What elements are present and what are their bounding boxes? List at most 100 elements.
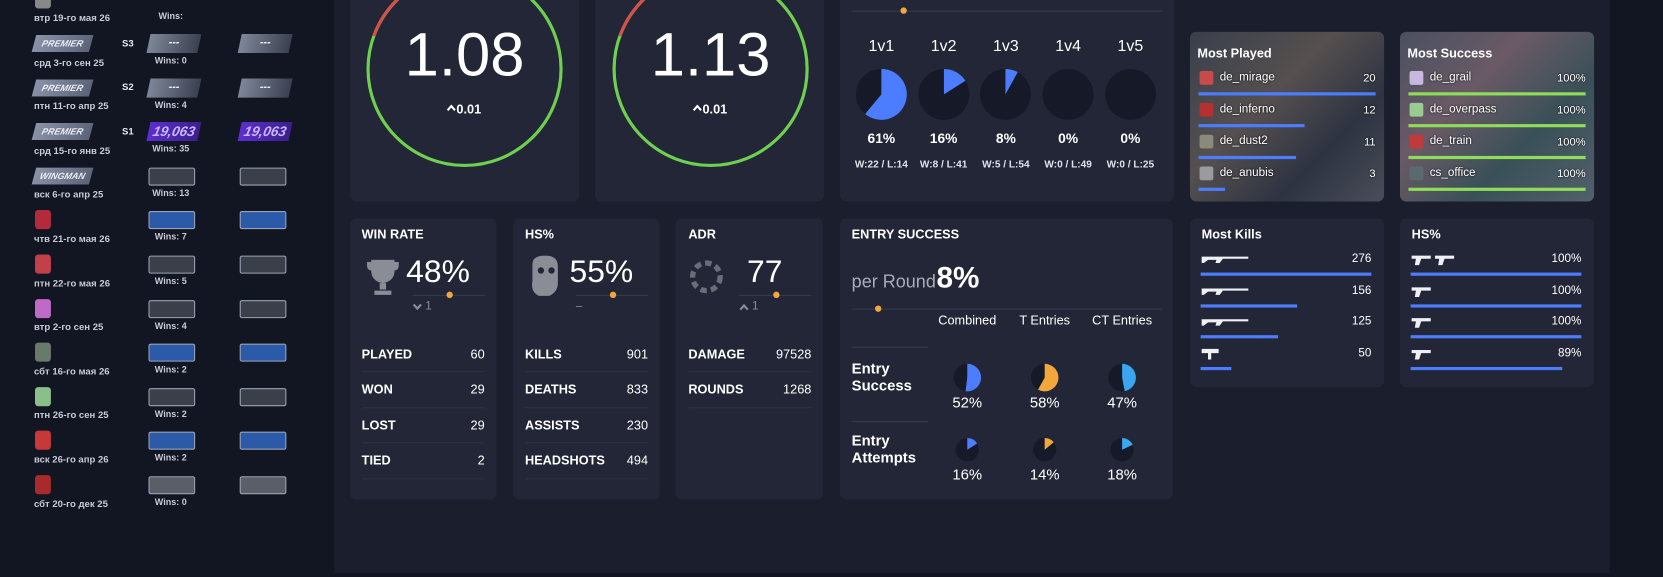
season-badge: PREMIER xyxy=(31,79,94,97)
weapon xyxy=(1201,256,1249,264)
card-title: WIN RATE xyxy=(361,226,424,242)
bar xyxy=(1410,272,1582,276)
rating-value: 1.13 xyxy=(650,20,771,90)
panel-title: Most Played xyxy=(1197,45,1272,61)
weapon-value: 89% xyxy=(1557,346,1582,360)
season-icon xyxy=(34,298,51,318)
rank-box: --- xyxy=(237,33,293,54)
clutch-percent: 16% xyxy=(929,130,958,147)
season-date: птн 11-го апр 25 xyxy=(33,100,109,112)
bar xyxy=(1408,187,1586,191)
rank-icon xyxy=(239,476,287,495)
stat-label: ROUNDS xyxy=(688,382,744,397)
weapon-icon xyxy=(1411,255,1455,266)
season-date: втр 19-го мая 26 xyxy=(33,12,111,24)
pie-slice xyxy=(1122,438,1133,450)
map-name: de_dust2 xyxy=(1219,135,1268,148)
clutch-label: 1v2 xyxy=(930,37,957,56)
pie xyxy=(918,68,970,120)
stat-label: KILLS xyxy=(524,346,562,362)
stat-value: 2 xyxy=(477,453,485,469)
stat-value: 833 xyxy=(626,382,649,397)
stat-icon xyxy=(531,255,558,296)
rank-icon xyxy=(239,387,287,406)
weapon-value: 276 xyxy=(1351,252,1372,266)
pie-slice xyxy=(865,68,907,120)
rank-icon xyxy=(148,255,196,274)
rank-box: --- xyxy=(146,33,202,54)
pie-slice xyxy=(965,363,982,392)
bar xyxy=(1200,335,1278,339)
bar xyxy=(1408,124,1586,128)
pie-slice xyxy=(1044,438,1054,450)
arrow-icon xyxy=(412,303,422,311)
season-wins: Wins: 0 xyxy=(154,55,187,66)
bar xyxy=(1410,335,1582,339)
season-wins: Wins: 2 xyxy=(154,452,187,463)
stat-value: 29 xyxy=(470,417,485,433)
trophy xyxy=(366,259,399,295)
pie xyxy=(1033,438,1057,462)
column-header: CT Entries xyxy=(1092,312,1153,328)
pie-slice xyxy=(943,68,966,95)
season-wins: Wins: 5 xyxy=(154,275,187,287)
row-divider xyxy=(361,442,485,444)
stat-value: 494 xyxy=(626,453,649,469)
season-wins: Wins: 4 xyxy=(154,319,187,331)
weapon xyxy=(1201,287,1249,295)
panel-title: Most Kills xyxy=(1201,226,1262,242)
card-value: 55% xyxy=(569,254,634,290)
pie-background xyxy=(1042,68,1094,120)
map-name: de_inferno xyxy=(1219,103,1275,117)
map-icon xyxy=(1199,71,1214,85)
stat-label: TIED xyxy=(361,453,391,469)
rank-icon xyxy=(239,432,287,451)
arrow xyxy=(692,104,702,112)
bar xyxy=(1200,272,1372,276)
card-title: HS% xyxy=(524,226,554,242)
map-value: 100% xyxy=(1557,71,1586,85)
map-icon xyxy=(1199,166,1214,181)
card-title: ENTRY SUCCESS xyxy=(851,226,960,242)
pie-background xyxy=(980,68,1032,120)
stat-label: DEATHS xyxy=(524,382,577,397)
weapon-icon xyxy=(1201,348,1219,360)
rank-icon xyxy=(239,299,287,318)
pie xyxy=(1110,438,1134,462)
rank-icon xyxy=(239,211,287,230)
row-divider xyxy=(361,406,485,408)
weapon-icon xyxy=(1201,256,1249,264)
row-divider xyxy=(361,371,485,373)
map-value: 12 xyxy=(1363,103,1376,117)
bar xyxy=(1408,155,1586,160)
entry-percent: 14% xyxy=(1029,465,1060,483)
rank-box: 19,063 xyxy=(237,122,293,142)
rank-icon xyxy=(148,432,196,451)
rank-icon xyxy=(239,255,287,274)
ring xyxy=(612,0,809,168)
entry-percent: 47% xyxy=(1107,393,1137,411)
weapon xyxy=(1411,349,1431,360)
rank-icon xyxy=(148,476,196,495)
season-date: срд 3-го сен 25 xyxy=(33,56,105,68)
rank-icon xyxy=(148,167,196,186)
pie xyxy=(953,363,982,392)
entry-percent: 18% xyxy=(1107,465,1137,483)
bar xyxy=(1200,303,1298,308)
map-name: de_anubis xyxy=(1219,166,1274,180)
season-date: вск 6-го апр 25 xyxy=(33,189,104,200)
row-divider xyxy=(851,346,929,348)
weapon-value: 100% xyxy=(1551,252,1582,266)
season-wins: Wins: xyxy=(158,10,183,22)
season-badge: WINGMAN xyxy=(31,167,94,185)
panel-title: HS% xyxy=(1411,226,1441,242)
season-date: срд 15-го янв 25 xyxy=(33,145,111,156)
weapon-icon xyxy=(1411,286,1431,297)
per-round-label: per Round xyxy=(851,271,936,292)
per-round-value: 8% xyxy=(936,261,980,294)
pie xyxy=(1108,363,1136,392)
row-divider xyxy=(361,477,485,479)
map-icon xyxy=(1409,134,1424,149)
stat-value: 29 xyxy=(470,382,485,397)
season-date: сбт 20-го дек 25 xyxy=(33,498,108,509)
